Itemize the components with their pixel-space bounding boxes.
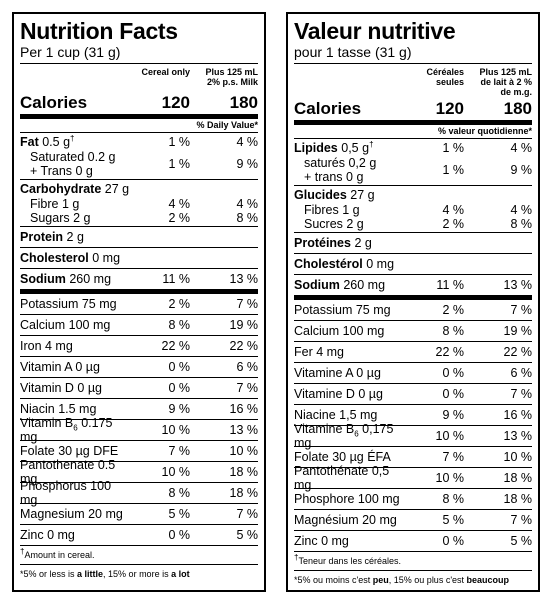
table-row: Folate 30 µg DFE 7 % 10 % <box>20 441 258 462</box>
calories-cereal: 120 <box>161 93 190 112</box>
fat-block: Lipides 0,5 g† 1 % 4 % saturés 0,2 g + tr… <box>294 139 532 186</box>
column-headers: Céréales seules Plus 125 mL de lait à 2 % d… <box>294 63 532 97</box>
protein-row: Protéines 2 g <box>294 233 532 254</box>
column-header-with-milk: Plus 125 mL 2% p.s. Milk <box>205 67 258 87</box>
table-row: Calcium 100 mg 8 % 19 % <box>20 315 258 336</box>
column-header-cereal-only: Cereal only <box>141 67 190 77</box>
carbohydrate-block: Glucides 27 g Fibres 1 g 4 % 4 % Sucres … <box>294 188 532 233</box>
calories-with-milk: 180 <box>229 93 258 112</box>
nutrition-facts-panel-french: Valeur nutritive pour 1 tasse (31 g) Cér… <box>286 12 540 592</box>
table-row: Phosphore 100 mg 8 % 18 % <box>294 489 532 510</box>
footnote-amount: †Amount in cereal. <box>20 546 258 565</box>
daily-value-header: % valeur quotidienne* <box>294 125 532 139</box>
table-row: Vitamin B6 0.175 mg 10 % 13 % <box>20 416 258 444</box>
table-row: Zinc 0 mg 0 % 5 % <box>294 531 532 552</box>
daily-value-footer: *5% or less is a little, 15% or more is … <box>20 569 190 579</box>
table-row: Calcium 100 mg 8 % 19 % <box>294 321 532 342</box>
footnote-amount: †Teneur dans les céréales. <box>294 552 532 571</box>
vitamins-minerals-list: Potassium 75 mg 2 % 7 % Calcium 100 mg 8 % 1… <box>294 300 532 552</box>
carbohydrate-block: Carbohydrate 27 g Fibre 1 g 4 % 4 % Suga… <box>20 182 258 227</box>
table-row: Niacine 1,5 mg 9 % 16 % <box>294 405 532 426</box>
column-headers: Cereal only Plus 125 mL 2% p.s. Milk <box>20 63 258 87</box>
table-row: Pantothénate 0,5 mg 10 % 18 % <box>294 464 532 492</box>
cholesterol-row: Cholestérol 0 mg <box>294 254 532 275</box>
daily-value-footer: *5% ou moins c'est peu, 15% ou plus c'es… <box>294 575 510 585</box>
calories-row: Calories 120 180 <box>20 87 258 119</box>
calories-cereal: 120 <box>435 99 464 118</box>
calories-with-milk: 180 <box>503 99 532 118</box>
fat-block: Fat 0.5 g† 1 % 4 % Saturated 0.2 g + Tran… <box>20 133 258 180</box>
table-row: Vitamine D 0 µg 0 % 7 % <box>294 384 532 405</box>
panel-title: Valeur nutritive <box>294 18 456 44</box>
calories-label: Calories <box>294 99 362 118</box>
fat-label: Fat <box>20 135 39 149</box>
sodium-row: Sodium 260 mg 11 % 13 % <box>294 275 532 300</box>
sodium-row: Sodium 260 mg 11 % 13 % <box>20 269 258 294</box>
nutrition-facts-panel-english: Nutrition Facts Per 1 cup (31 g) Cereal … <box>12 12 266 592</box>
fat-label: Lipides <box>294 141 338 155</box>
table-row: Niacin 1.5 mg 9 % 16 % <box>20 399 258 420</box>
calories-label: Calories <box>20 93 88 112</box>
vitamins-minerals-list: Potassium 75 mg 2 % 7 % Calcium 100 mg 8 % 1… <box>20 294 258 546</box>
cholesterol-row: Cholesterol 0 mg <box>20 248 258 269</box>
protein-row: Protein 2 g <box>20 227 258 248</box>
calories-row: Calories 120 180 <box>294 97 532 125</box>
table-row: Iron 4 mg 22 % 22 % <box>20 336 258 357</box>
table-row: Vitamine A 0 µg 0 % 6 % <box>294 363 532 384</box>
table-row: Potassium 75 mg 2 % 7 % <box>20 294 258 315</box>
column-header-cereal-only: Céréales seules <box>426 67 464 87</box>
table-row: Pantothenate 0.5 mg 10 % 18 % <box>20 458 258 486</box>
serving-size: pour 1 tasse (31 g) <box>294 44 412 60</box>
daily-value-header: % Daily Value* <box>20 119 258 133</box>
serving-size: Per 1 cup (31 g) <box>20 44 121 60</box>
table-row: Vitamin A 0 µg 0 % 6 % <box>20 357 258 378</box>
table-row: Magnésium 20 mg 5 % 7 % <box>294 510 532 531</box>
table-row: Magnesium 20 mg 5 % 7 % <box>20 504 258 525</box>
table-row: Potassium 75 mg 2 % 7 % <box>294 300 532 321</box>
table-row: Zinc 0 mg 0 % 5 % <box>20 525 258 546</box>
table-row: Folate 30 µg ÉFA 7 % 10 % <box>294 447 532 468</box>
panel-title: Nutrition Facts <box>20 18 178 44</box>
table-row: Phosphorus 100 mg 8 % 18 % <box>20 479 258 507</box>
table-row: Fer 4 mg 22 % 22 % <box>294 342 532 363</box>
column-header-with-milk: Plus 125 mL de lait à 2 % de m.g. <box>479 67 532 97</box>
table-row: Vitamine B6 0,175 mg 10 % 13 % <box>294 422 532 450</box>
table-row: Vitamin D 0 µg 0 % 7 % <box>20 378 258 399</box>
